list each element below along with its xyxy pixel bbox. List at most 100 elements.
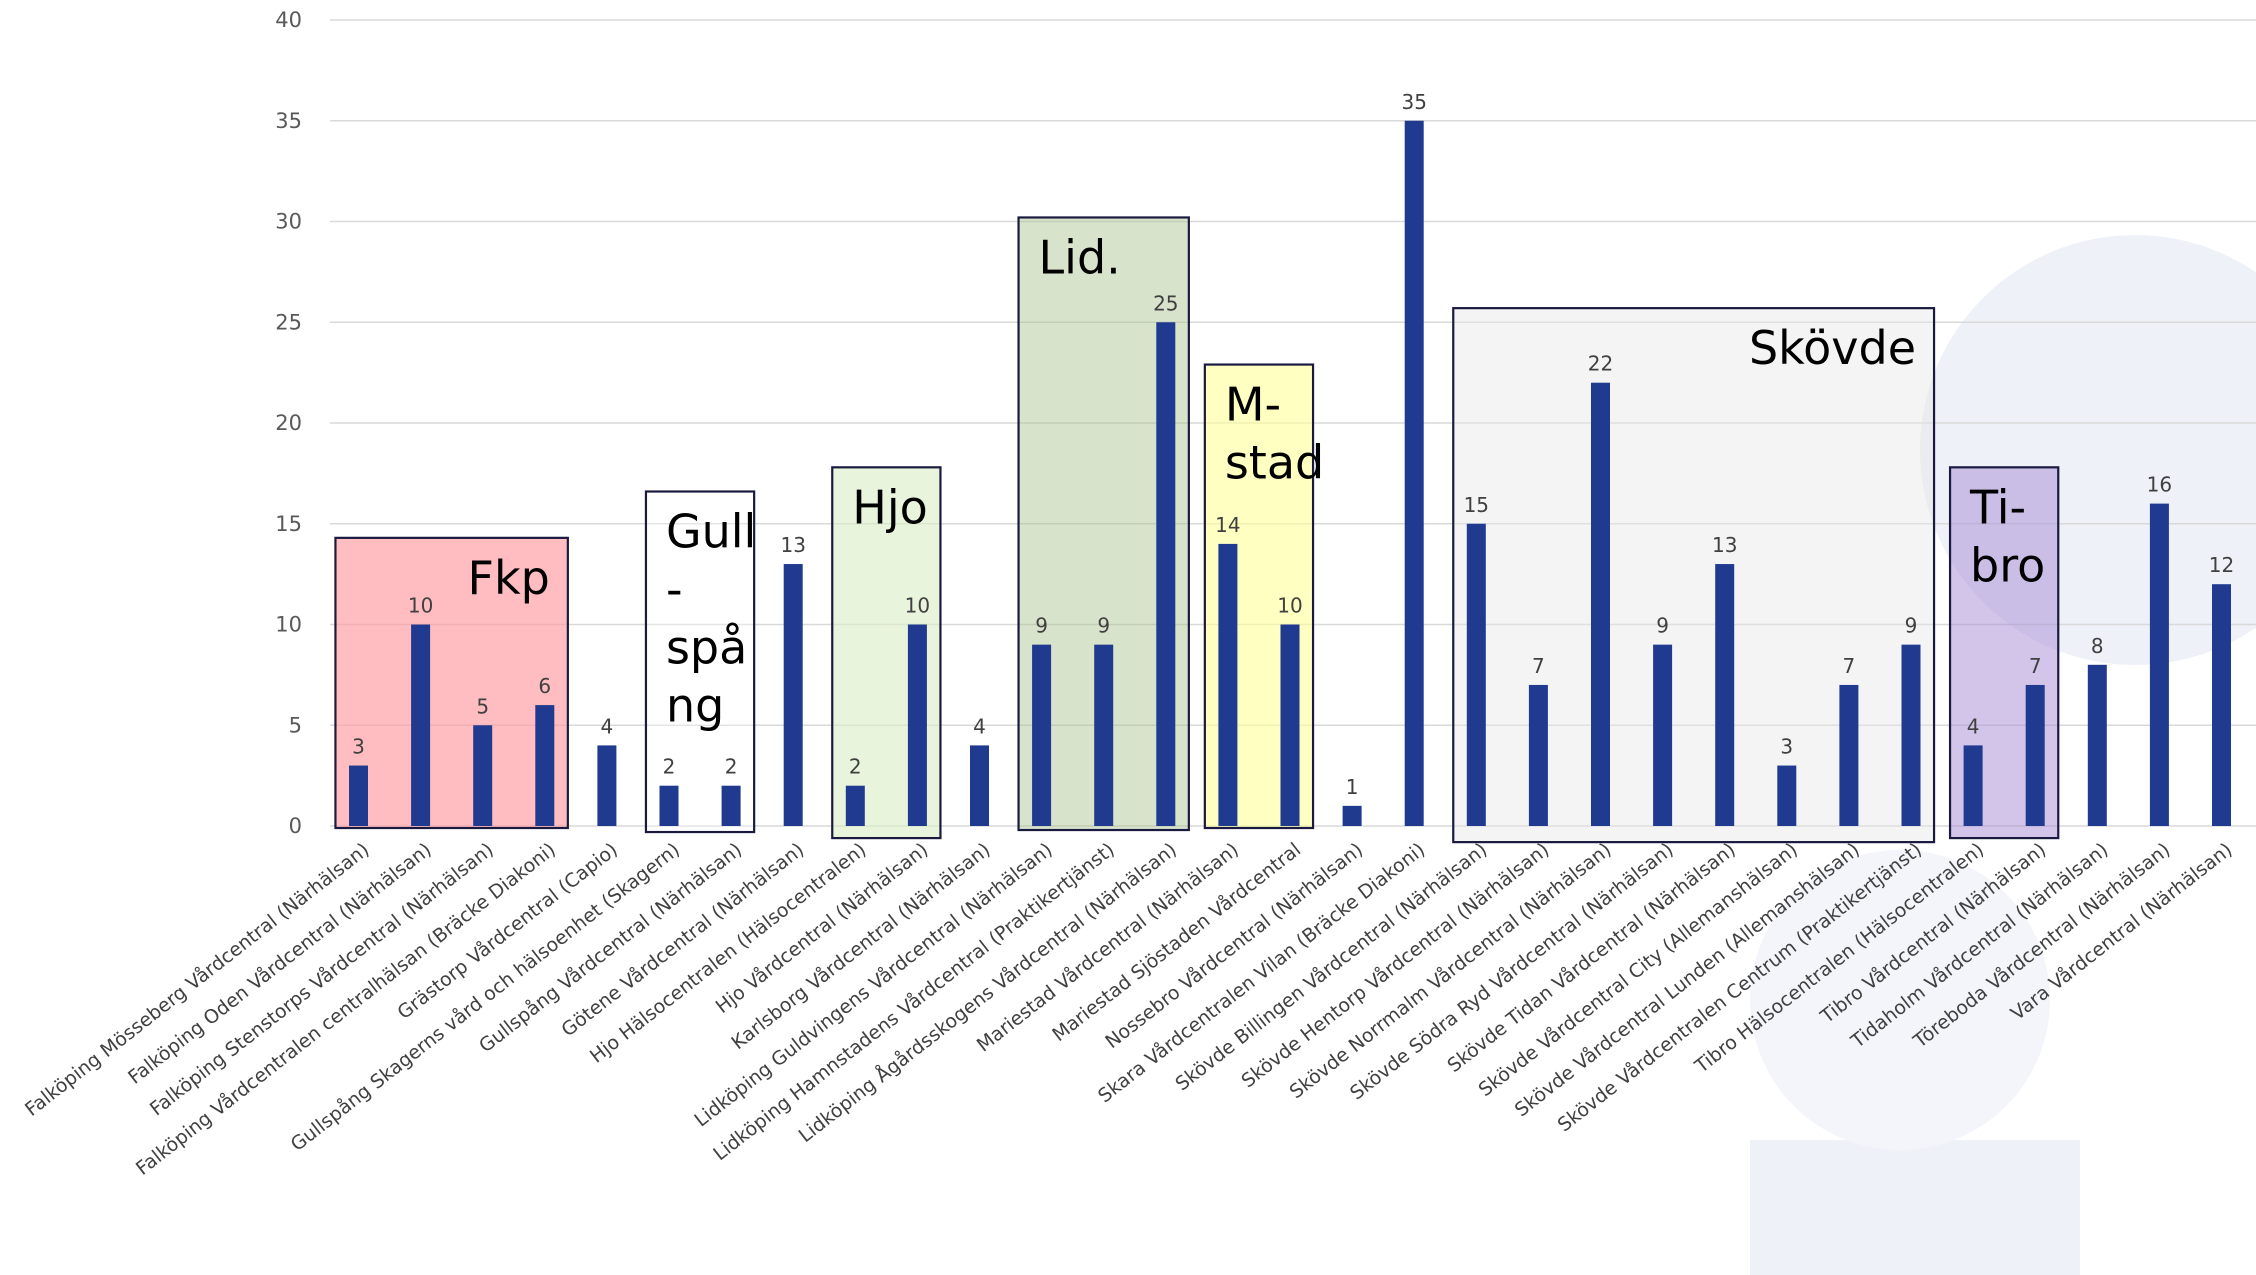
group-label-line: -: [666, 563, 683, 617]
group-label: Skövde: [1749, 321, 1916, 375]
data-label: 10: [905, 594, 930, 618]
data-label: 16: [2147, 473, 2172, 497]
y-tick-label: 0: [289, 814, 302, 838]
data-label: 2: [663, 755, 676, 779]
data-label: 13: [1712, 533, 1737, 557]
data-label: 9: [1097, 614, 1110, 638]
bar: [1715, 564, 1735, 826]
y-tick-label: 15: [275, 512, 302, 536]
data-label: 9: [1656, 614, 1669, 638]
data-label: 9: [1905, 614, 1918, 638]
y-tick-label: 35: [275, 109, 302, 133]
bar: [1094, 644, 1114, 826]
bar: [349, 765, 368, 826]
bar: [1653, 644, 1673, 826]
data-label: 25: [1153, 291, 1178, 315]
y-tick-label: 30: [275, 210, 302, 234]
group-boxes: Fkp Gull -spå ng Hjo Lid. M-stad Skövde Ti-bro: [334, 216, 2060, 844]
bar: [597, 745, 617, 826]
group-label-line: stad: [1225, 436, 1324, 490]
bar: [2212, 584, 2231, 826]
bar: [2025, 684, 2045, 826]
bar: [473, 725, 493, 826]
data-label: 4: [973, 714, 986, 738]
group-box: [1452, 307, 1936, 844]
group-label-line: Skövde: [1749, 321, 1916, 375]
data-label: 1: [1346, 775, 1359, 799]
category-label: Falköping Vårdcentralen centralhälsan (B…: [131, 838, 560, 1180]
data-label: 15: [1464, 493, 1489, 517]
y-axis-tick-labels: 0 5 10 15 20 25 30 35 40: [275, 8, 302, 838]
bar: [1528, 684, 1548, 826]
group-label: Gull -spå ng: [666, 505, 756, 733]
data-label: 3: [352, 735, 365, 759]
bar: [721, 785, 741, 826]
bar: [970, 745, 989, 826]
data-label: 35: [1401, 90, 1426, 114]
y-tick-label: 10: [275, 613, 302, 637]
bar: [1342, 805, 1362, 826]
bar: [659, 785, 679, 826]
bar: [1156, 322, 1176, 826]
data-label: 13: [780, 533, 805, 557]
group-label: Lid.: [1039, 230, 1121, 284]
bar: [1032, 644, 1052, 826]
group-label-line: Hjo: [852, 480, 928, 534]
bar: [411, 624, 431, 826]
data-label: 4: [601, 714, 614, 738]
group-label: Hjo: [852, 480, 928, 534]
data-label: 7: [1532, 654, 1545, 678]
group-label-line: spå: [666, 621, 747, 675]
data-label: 9: [1035, 614, 1048, 638]
group-label-line: Fkp: [468, 551, 550, 605]
data-label: 10: [1277, 594, 1302, 618]
background-block: [1750, 1140, 2080, 1275]
group-label-line: Ti-: [1969, 480, 2026, 534]
group-label-line: M-: [1225, 378, 1281, 432]
data-label: 6: [538, 674, 551, 698]
group-label-line: bro: [1970, 538, 2045, 592]
bar: [1901, 644, 1921, 826]
data-label: 12: [2209, 553, 2234, 577]
bar: [1280, 624, 1300, 826]
bar: [535, 705, 555, 826]
bar: [2149, 503, 2169, 826]
data-label: 4: [1967, 714, 1980, 738]
group-label-line: Lid.: [1039, 230, 1121, 284]
data-label: 22: [1588, 352, 1613, 376]
bars: [349, 120, 2231, 826]
group-label-line: ng: [666, 679, 724, 733]
group-label-line: Gull: [666, 505, 756, 559]
bar: [1218, 543, 1238, 826]
group-box: [334, 536, 569, 830]
background-circle: [1750, 850, 2050, 1150]
bar: [1591, 382, 1610, 826]
bar: [1839, 684, 1859, 826]
data-label: 7: [2029, 654, 2042, 678]
bar: [783, 564, 803, 826]
data-label: 7: [1843, 654, 1856, 678]
data-label: 3: [1780, 735, 1793, 759]
data-label: 2: [849, 755, 862, 779]
group-label: Fkp: [468, 551, 550, 605]
bar: [907, 624, 927, 826]
bar: [2087, 664, 2107, 826]
y-tick-label: 40: [275, 8, 302, 32]
y-tick-label: 25: [275, 310, 302, 334]
y-tick-label: 5: [289, 713, 302, 737]
bar: [1466, 523, 1486, 826]
bar: [1777, 765, 1797, 826]
data-label: 10: [408, 594, 433, 618]
data-label: 5: [476, 694, 489, 718]
y-tick-label: 20: [275, 411, 302, 435]
category-label: Lidköping Hamnstadens Vårdcentral (Prakt…: [709, 838, 1119, 1165]
bar: [1404, 120, 1424, 826]
group-label: M-stad: [1225, 378, 1324, 490]
bar: [845, 785, 865, 826]
bar: [1963, 745, 1983, 826]
data-label: 8: [2091, 634, 2104, 658]
group-box: [644, 490, 756, 834]
data-label: 14: [1215, 513, 1240, 537]
